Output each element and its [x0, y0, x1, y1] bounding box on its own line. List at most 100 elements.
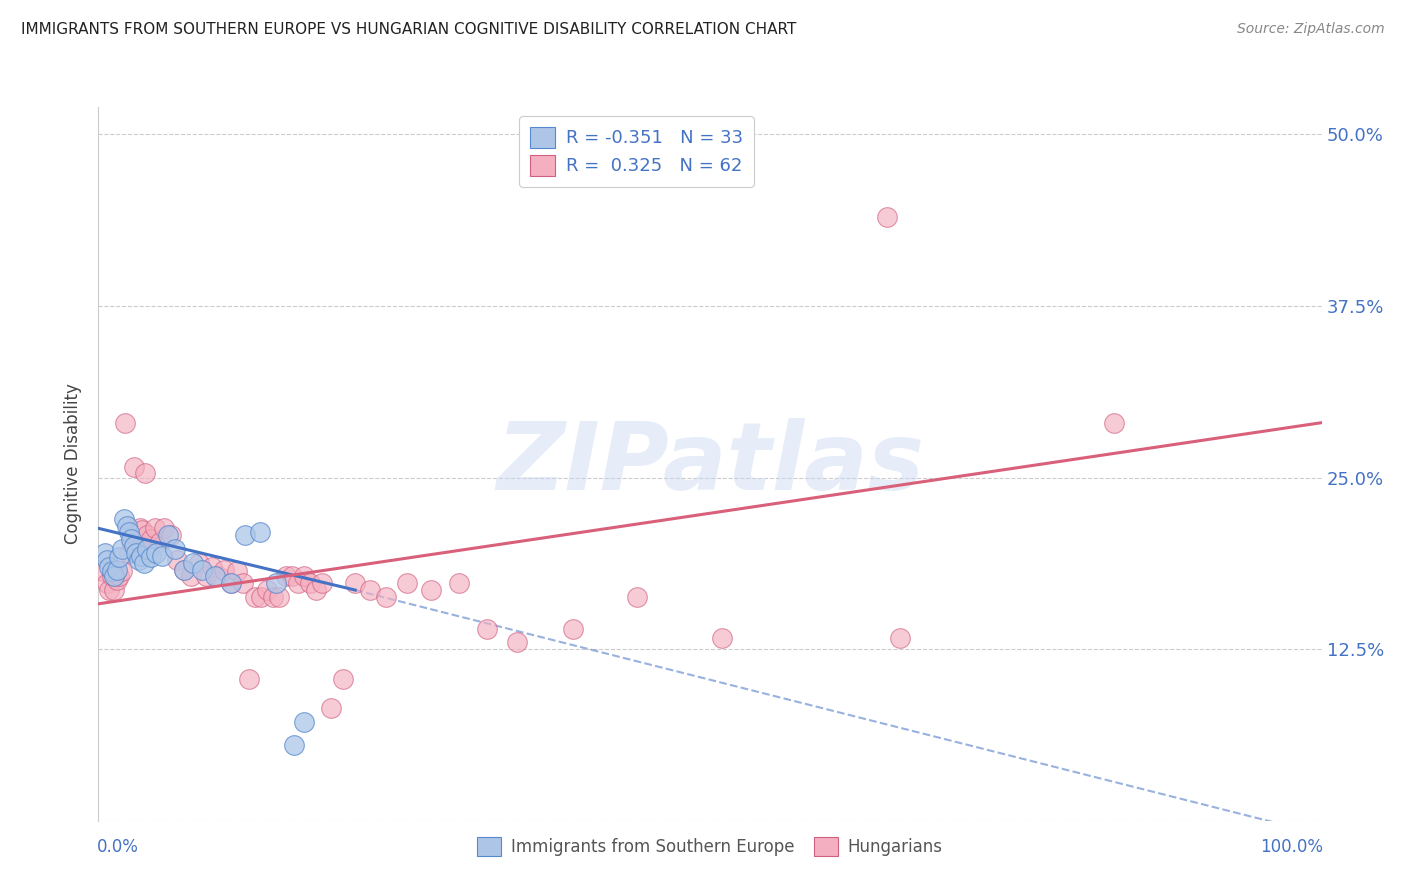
Point: [125, 546, 148, 560]
Point: [264, 576, 287, 591]
Text: 100.0%: 100.0%: [1260, 838, 1323, 856]
Point: [249, 525, 271, 540]
Point: [105, 574, 128, 588]
Point: [166, 553, 188, 567]
Point: [136, 528, 159, 542]
Point: [243, 590, 266, 604]
Point: [118, 525, 141, 540]
Point: [262, 590, 284, 604]
Point: [214, 562, 236, 576]
Point: [91, 564, 114, 578]
Point: [225, 564, 247, 578]
Point: [219, 576, 242, 591]
Point: [132, 556, 155, 570]
Point: [150, 549, 173, 563]
Point: [136, 541, 159, 556]
Point: [420, 583, 443, 598]
Point: [96, 576, 118, 591]
Point: [149, 535, 172, 549]
Point: [101, 569, 124, 583]
Point: [139, 550, 162, 565]
Point: [195, 569, 218, 583]
Point: [332, 673, 354, 687]
Point: [256, 583, 278, 598]
Point: [250, 590, 273, 604]
Point: [201, 559, 224, 574]
Text: ZIPatlas: ZIPatlas: [496, 417, 924, 510]
Point: [111, 564, 134, 578]
Point: [120, 535, 142, 549]
Text: Source: ZipAtlas.com: Source: ZipAtlas.com: [1237, 22, 1385, 37]
Point: [129, 521, 152, 535]
Point: [98, 583, 121, 598]
Point: [305, 583, 328, 598]
Point: [506, 635, 529, 649]
Point: [395, 576, 418, 591]
Point: [128, 553, 150, 567]
Point: [562, 622, 585, 636]
Point: [129, 549, 152, 563]
Point: [118, 546, 141, 560]
Point: [157, 528, 180, 542]
Point: [374, 590, 396, 604]
Point: [181, 556, 204, 570]
Point: [115, 518, 138, 533]
Point: [287, 576, 309, 591]
Point: [1102, 416, 1125, 430]
Point: [173, 562, 195, 576]
Point: [711, 631, 734, 645]
Y-axis label: Cognitive Disability: Cognitive Disability: [65, 384, 83, 544]
Point: [233, 528, 256, 542]
Point: [120, 533, 142, 547]
Point: [114, 416, 136, 430]
Point: [153, 521, 176, 535]
Point: [219, 576, 242, 591]
Point: [108, 550, 131, 565]
Text: IMMIGRANTS FROM SOUTHERN EUROPE VS HUNGARIAN COGNITIVE DISABILITY CORRELATION CH: IMMIGRANTS FROM SOUTHERN EUROPE VS HUNGA…: [21, 22, 796, 37]
Point: [108, 569, 131, 583]
Point: [238, 673, 260, 687]
Point: [127, 539, 149, 553]
Point: [292, 569, 315, 583]
Point: [204, 569, 226, 583]
Point: [105, 562, 128, 576]
Point: [311, 576, 333, 591]
Point: [103, 569, 125, 583]
Point: [165, 541, 187, 556]
Point: [207, 569, 229, 583]
Point: [292, 714, 315, 729]
Point: [344, 576, 367, 591]
Point: [134, 467, 156, 481]
Point: [139, 533, 162, 547]
Legend: Immigrants from Southern Europe, Hungarians: Immigrants from Southern Europe, Hungari…: [467, 827, 953, 866]
Point: [122, 459, 145, 474]
Point: [299, 576, 322, 591]
Point: [145, 546, 167, 560]
Point: [111, 541, 134, 556]
Point: [159, 528, 181, 542]
Point: [173, 562, 195, 576]
Point: [191, 562, 214, 576]
Text: 0.0%: 0.0%: [97, 838, 139, 856]
Point: [889, 631, 911, 645]
Point: [131, 523, 153, 537]
Point: [626, 590, 648, 604]
Point: [477, 622, 499, 636]
Point: [359, 583, 381, 598]
Point: [274, 569, 297, 583]
Point: [112, 512, 135, 526]
Point: [98, 559, 121, 574]
Point: [122, 539, 145, 553]
Point: [232, 576, 254, 591]
Point: [319, 701, 342, 715]
Point: [876, 210, 898, 224]
Point: [96, 553, 118, 567]
Point: [103, 583, 125, 598]
Point: [93, 546, 115, 560]
Point: [280, 569, 302, 583]
Point: [269, 590, 291, 604]
Point: [449, 576, 471, 591]
Point: [283, 738, 305, 752]
Point: [101, 564, 124, 578]
Point: [180, 569, 202, 583]
